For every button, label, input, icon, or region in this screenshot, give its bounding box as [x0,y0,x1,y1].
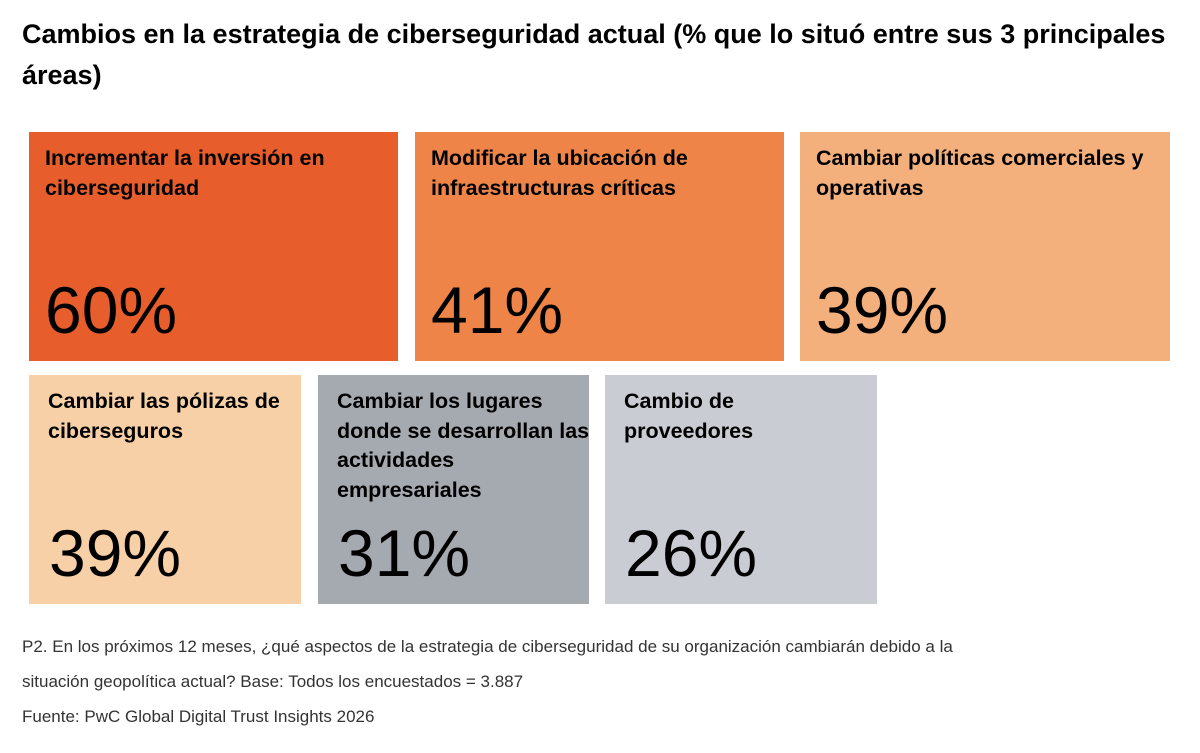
chart-title: Cambios en la estrategia de cibersegurid… [22,19,1166,90]
tile-value: 39% [816,273,949,347]
tile-4: Cambiar las pólizas de ciberseguros 39% [29,375,301,604]
tile-value: 31% [338,516,471,590]
tile-1: Incrementar la inversión en cibersegurid… [29,132,398,361]
tile-value: 26% [625,516,758,590]
tile-6: Cambio de proveedores 26% [605,375,877,604]
tile-label: Cambiar políticas comerciales y operativ… [816,146,1144,200]
tile-label: Cambiar los lugares donde se desarrollan… [337,389,590,502]
tile-2: Modificar la ubicación de infraestructur… [415,132,784,361]
tile-value: 41% [431,273,564,347]
tile-value: 60% [45,273,178,347]
tile-label: Modificar la ubicación de infraestructur… [431,146,688,200]
footnote-question-line2: situación geopolítica actual? Base: Todo… [22,672,524,691]
tile-label: Incrementar la inversión en cibersegurid… [45,146,325,200]
footnote-question-line1: P2. En los próximos 12 meses, ¿qué aspec… [22,637,953,656]
tile-value: 39% [49,516,182,590]
footnote-source: Fuente: PwC Global Digital Trust Insight… [22,707,375,726]
tile-label: Cambiar las pólizas de ciberseguros [48,389,280,443]
tile-label: Cambio de proveedores [624,389,754,443]
tile-3: Cambiar políticas comerciales y operativ… [800,132,1170,361]
tile-5: Cambiar los lugares donde se desarrollan… [318,375,589,604]
